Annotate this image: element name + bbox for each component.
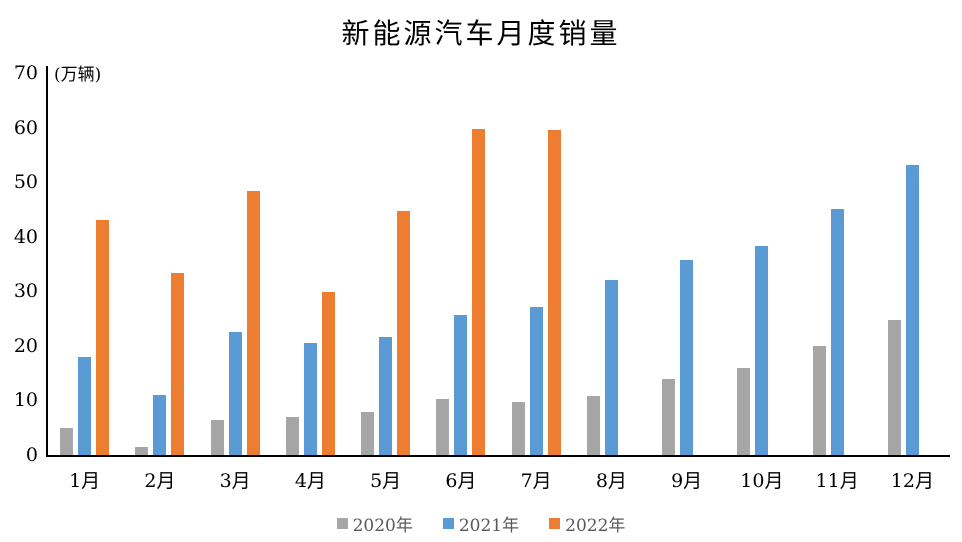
legend-label: 2020年: [352, 516, 413, 536]
bar-group-1月: [47, 73, 122, 455]
x-label-4月: 4月: [294, 470, 326, 492]
x-label-5月: 5月: [370, 470, 402, 492]
bar-2020年-1月: [60, 428, 74, 455]
bar-group-6月: [423, 73, 498, 455]
legend-swatch-icon: [549, 518, 561, 529]
bar-2021年-8月: [604, 280, 618, 455]
legend-item-2021年: 2021年: [442, 511, 520, 536]
bar-2020年-8月: [586, 396, 600, 455]
legend-label: 2022年: [565, 516, 626, 536]
bar-2021年-4月: [303, 343, 317, 455]
x-label-1月: 1月: [69, 470, 101, 492]
bar-2021年-5月: [379, 337, 393, 455]
x-axis-labels: 1月 2月 3月 4月 5月 6月 7月 8月 9月 10月 11月 12月: [47, 466, 950, 493]
y-tick-label: 0: [25, 444, 38, 466]
legend-item-2022年: 2022年: [549, 511, 625, 536]
x-label-6月: 6月: [445, 470, 477, 492]
bar-group-11月: [800, 73, 875, 455]
bar-2022年-7月: [547, 130, 561, 455]
bar-group-2月: [122, 73, 197, 455]
chart-title: 新能源汽车月度销量: [341, 17, 621, 50]
bar-2020年-3月: [210, 420, 224, 455]
bar-2020年-9月: [662, 379, 676, 455]
bar-2021年-11月: [830, 209, 844, 455]
bar-group-4月: [273, 73, 348, 455]
plot-area: [47, 73, 950, 455]
y-tick-label: 10: [13, 389, 38, 412]
bar-2021年-1月: [78, 357, 92, 455]
bar-2022年-1月: [96, 220, 110, 455]
y-tick-label: 30: [13, 280, 38, 303]
bar-2022年-2月: [171, 273, 185, 455]
x-label-12月: 12月: [890, 470, 934, 492]
x-label-3月: 3月: [219, 470, 251, 492]
bar-2020年-10月: [737, 368, 751, 455]
y-axis-unit-label: (万辆): [54, 65, 102, 85]
bar-2021年-2月: [153, 395, 167, 455]
y-tick-label: 60: [13, 116, 38, 139]
bar-2021年-6月: [454, 315, 468, 455]
bar-2022年-5月: [397, 211, 411, 455]
bar-2021年-12月: [905, 165, 919, 455]
bar-2021年-3月: [228, 332, 242, 455]
bar-2020年-4月: [285, 417, 299, 455]
bar-group-9月: [649, 73, 724, 455]
x-label-11月: 11月: [815, 470, 859, 492]
bar-2020年-2月: [135, 447, 149, 455]
bar-2021年-7月: [529, 307, 543, 455]
bar-group-5月: [348, 73, 423, 455]
bar-group-3月: [198, 73, 273, 455]
bar-2020年-5月: [361, 412, 375, 455]
x-label-10月: 10月: [740, 470, 784, 492]
bar-group-12月: [875, 73, 950, 455]
bar-2022年-4月: [321, 292, 335, 455]
bar-2020年-11月: [812, 346, 826, 455]
bar-group-10月: [724, 73, 799, 455]
y-axis-line: [46, 66, 48, 455]
legend: 2020年 2021年 2022年: [0, 511, 962, 536]
bar-2022年-6月: [472, 129, 486, 455]
x-label-9月: 9月: [671, 470, 703, 492]
legend-label: 2021年: [458, 516, 520, 536]
y-tick-label: 50: [13, 171, 38, 194]
bar-group-7月: [499, 73, 574, 455]
legend-item-2020年: 2020年: [336, 511, 413, 536]
bar-2020年-6月: [436, 399, 450, 455]
x-axis-line: [46, 455, 950, 457]
legend-swatch-icon: [442, 518, 454, 529]
bar-2022年-3月: [246, 191, 260, 455]
legend-swatch-icon: [336, 518, 348, 529]
bar-2020年-12月: [887, 320, 901, 455]
bar-2021年-10月: [755, 246, 769, 455]
x-label-2月: 2月: [144, 470, 176, 492]
y-tick-label: 40: [13, 225, 38, 248]
x-label-7月: 7月: [520, 470, 552, 492]
y-tick-label: 70: [13, 62, 38, 84]
bar-group-8月: [574, 73, 649, 455]
y-tick-label: 20: [13, 334, 38, 357]
x-label-8月: 8月: [595, 470, 627, 492]
bar-2021年-9月: [680, 260, 694, 455]
bar-2020年-7月: [511, 402, 525, 455]
